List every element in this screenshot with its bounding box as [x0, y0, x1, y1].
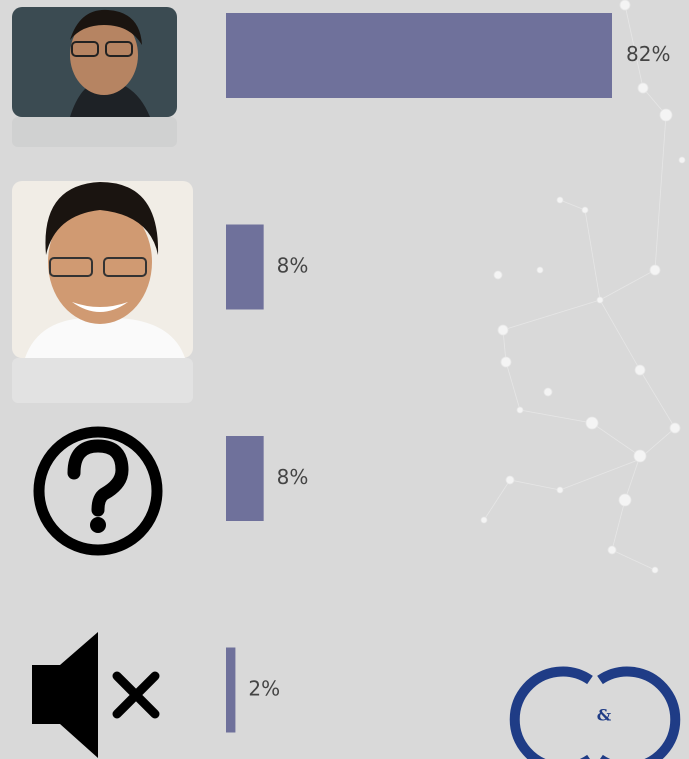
- bar: [226, 647, 236, 733]
- value-label: 82%: [626, 42, 670, 66]
- candidate-photo: [12, 181, 193, 403]
- bar: [226, 224, 264, 310]
- logo-text: &: [597, 706, 612, 725]
- value-label: 2%: [248, 677, 280, 701]
- candidate-photo: [12, 7, 177, 147]
- value-label: 8%: [277, 465, 309, 489]
- bar: [226, 436, 264, 521]
- logo: &: [509, 666, 681, 759]
- value-label: 8%: [277, 254, 309, 278]
- undecided-icon: [33, 426, 163, 556]
- no-answer-icon: [32, 632, 160, 758]
- bar: [226, 13, 612, 98]
- constellation: [480, 0, 686, 574]
